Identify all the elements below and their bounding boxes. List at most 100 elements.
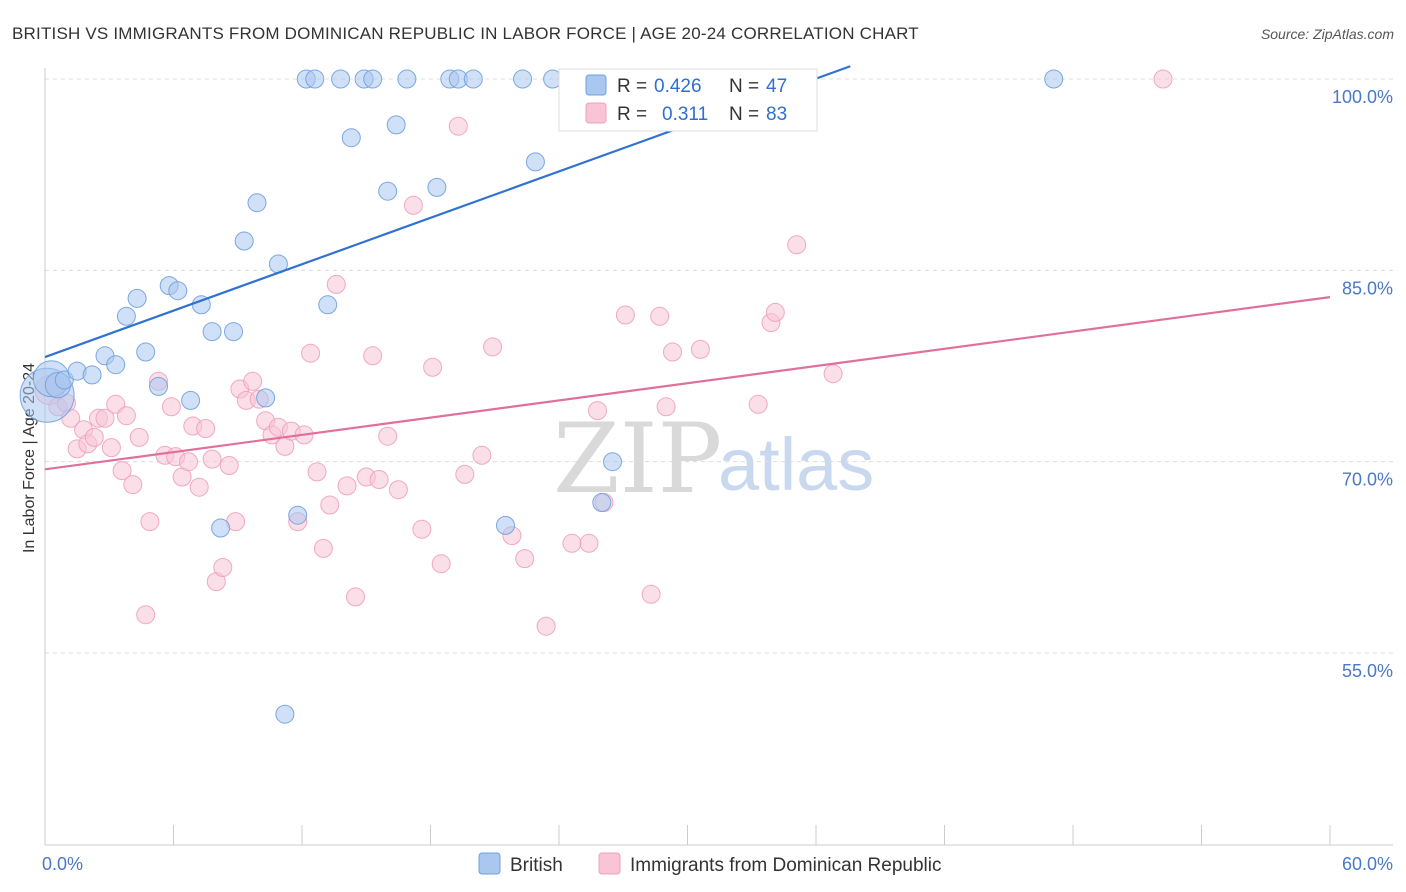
dominican-point — [765, 302, 785, 322]
y-tick-label-3: 55.0% — [1342, 661, 1393, 681]
dominican-point — [690, 339, 710, 359]
legend-swatch-dominican — [598, 852, 621, 875]
british-point — [513, 69, 533, 89]
y-tick-label-2: 70.0% — [1342, 470, 1393, 490]
dominican-point — [337, 476, 357, 496]
y-tick-label-0: 100.0% — [1332, 87, 1393, 107]
stats-legend-n-label-british: N = — [729, 76, 759, 97]
dominican-point — [448, 116, 468, 136]
x-tick-label-0: 0.0% — [42, 854, 83, 874]
dominican-point — [84, 427, 104, 447]
dominican-point — [588, 401, 607, 421]
british-point — [1044, 69, 1064, 89]
watermark-zip: ZIP — [553, 403, 722, 515]
british-point — [427, 177, 447, 197]
axes — [44, 68, 1393, 846]
dominican-point — [431, 554, 451, 574]
bottom-legend: British Immigrants from Dominican Republ… — [478, 852, 942, 876]
dominican-point — [388, 480, 408, 500]
british-point — [318, 295, 338, 315]
british-point — [224, 322, 243, 342]
dominican-point — [455, 464, 475, 484]
british-point — [136, 342, 156, 362]
chart-source: Source: ZipAtlas.com — [1261, 26, 1394, 42]
dominican-point — [196, 419, 216, 438]
y-tick-label-1: 85.0% — [1342, 278, 1393, 298]
dominican-point — [787, 235, 807, 255]
british-point — [592, 493, 612, 512]
dominican-point — [562, 533, 582, 553]
dominican-point — [313, 538, 333, 558]
dominican-point — [189, 477, 209, 497]
british-point — [256, 388, 276, 408]
dominican-point — [403, 195, 423, 215]
british-point — [378, 181, 398, 201]
dominican-point — [112, 461, 132, 481]
dominican-point — [615, 305, 635, 325]
dominican-point — [663, 342, 682, 362]
dominican-point — [202, 449, 222, 469]
stats-legend-n-value-british: 47 — [766, 76, 787, 97]
dominican-point — [483, 337, 503, 357]
legend-label-british: British — [510, 855, 563, 876]
dominican-point — [423, 357, 443, 377]
x-tick-labels: 0.0% 60.0% — [42, 854, 1393, 874]
dominican-point — [1153, 69, 1173, 89]
dominican-point — [129, 427, 149, 447]
x-tick-label-1: 60.0% — [1342, 854, 1393, 874]
trend-line-dominican — [44, 296, 1331, 471]
british-point — [234, 231, 254, 251]
british-point — [202, 322, 222, 342]
dominican-point — [136, 605, 156, 625]
stats-legend-r-value-british: 0.426 — [654, 76, 702, 97]
british-point — [149, 376, 168, 396]
dominican-point — [515, 549, 535, 569]
british-point — [463, 69, 483, 89]
legend-label-dominican: Immigrants from Dominican Republic — [630, 855, 942, 876]
british-point — [116, 306, 136, 326]
stats-legend-r-value-dominican: 0.311 — [662, 104, 708, 125]
british-point — [603, 452, 622, 472]
watermark-atlas: atlas — [718, 423, 874, 506]
legend-swatch-british — [478, 852, 501, 875]
stats-legend-r-label-british: R = — [617, 76, 647, 97]
dominican-point — [650, 306, 670, 326]
british-point — [168, 281, 188, 301]
british-point — [275, 704, 295, 724]
dominican-point — [213, 558, 233, 577]
british-point — [496, 515, 515, 535]
dominican-point — [369, 470, 389, 489]
dominican-point — [301, 343, 321, 363]
series-dominican — [34, 69, 1173, 636]
british-point — [525, 152, 545, 172]
dominican-point — [116, 406, 136, 426]
dominican-point — [346, 587, 365, 607]
british-point — [106, 355, 126, 375]
grid-lines — [45, 78, 1393, 654]
stats-legend-r-label-dominican: R = — [617, 104, 647, 125]
series-points — [19, 69, 1173, 724]
british-point — [127, 288, 147, 308]
stats-legend-n-value-dominican: 83 — [766, 104, 787, 125]
dominican-point — [140, 512, 160, 532]
dominican-point — [219, 456, 239, 475]
dominican-point — [378, 426, 398, 446]
series-british — [19, 69, 1064, 724]
dominican-point — [320, 495, 340, 515]
dominican-point — [363, 346, 383, 366]
british-point — [341, 128, 361, 148]
dominican-point — [579, 533, 599, 553]
british-point — [181, 390, 201, 410]
dominican-point — [179, 452, 198, 472]
dominican-point — [536, 616, 556, 636]
british-point — [397, 69, 417, 89]
british-point — [211, 518, 231, 538]
dominican-point — [748, 394, 768, 414]
dominican-point — [101, 438, 121, 458]
stats-legend-swatch-dominican — [585, 102, 607, 124]
british-point — [386, 115, 406, 135]
dominican-point — [307, 462, 327, 482]
watermark: ZIP atlas — [553, 403, 874, 515]
y-tick-labels: 100.0% 85.0% 70.0% 55.0% — [1332, 87, 1393, 681]
